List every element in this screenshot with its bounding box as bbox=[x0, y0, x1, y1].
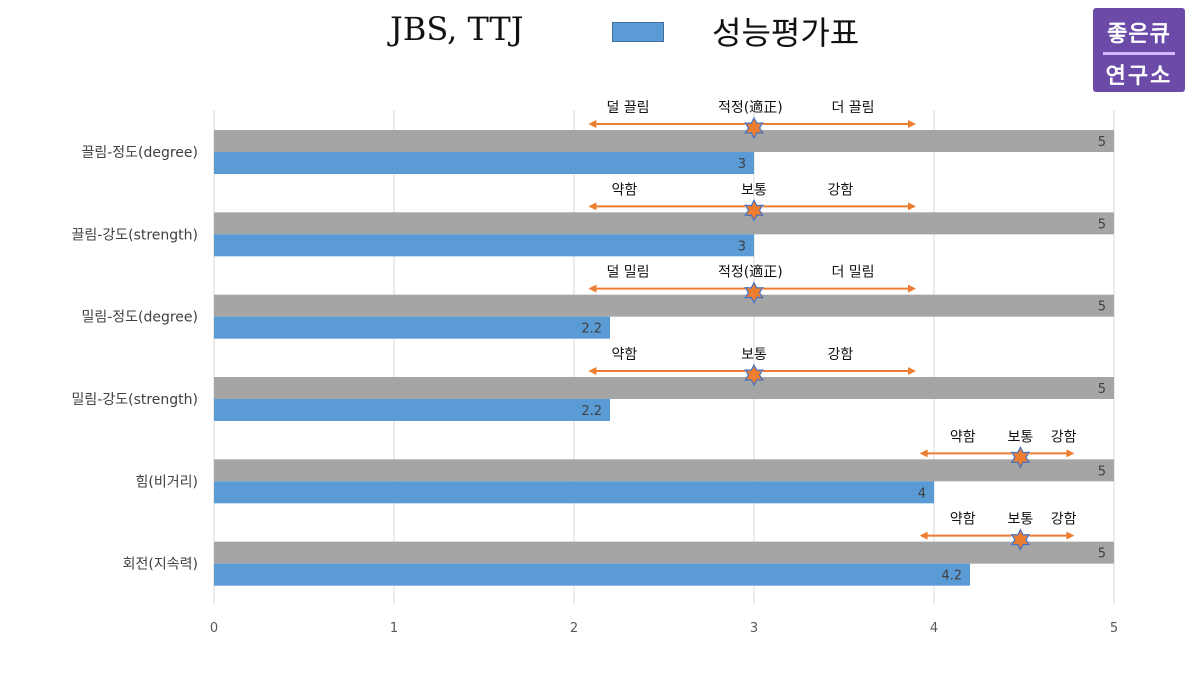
category-label: 밀림-정도(degree) bbox=[81, 310, 198, 326]
bar-blue bbox=[214, 152, 754, 174]
annotation-label: 강함 bbox=[1051, 512, 1077, 528]
x-tick-label: 1 bbox=[390, 621, 398, 636]
annotation-label: 강함 bbox=[1051, 429, 1077, 445]
annotation-label: 보통 bbox=[741, 347, 767, 363]
data-label-gray: 5 bbox=[1098, 135, 1106, 150]
x-tick-label: 3 bbox=[750, 621, 758, 636]
logo-divider bbox=[1103, 52, 1175, 55]
annotation-label: 약함 bbox=[612, 347, 638, 363]
arrow-head-left bbox=[588, 120, 597, 128]
arrow-head-right bbox=[1066, 449, 1075, 458]
category-label: 끌림-강도(strength) bbox=[72, 227, 198, 243]
x-tick-label: 0 bbox=[210, 621, 218, 636]
data-label-gray: 5 bbox=[1098, 382, 1106, 397]
annotation-label: 적정(適正) bbox=[718, 264, 783, 281]
annotation-label: 덜 밀림 bbox=[606, 265, 649, 281]
logo: 좋은큐 연구소 bbox=[1093, 8, 1185, 92]
category-label: 회전(지속력) bbox=[123, 557, 198, 573]
star-marker bbox=[744, 281, 764, 305]
data-label-blue: 4.2 bbox=[941, 569, 962, 584]
arrow-head-right bbox=[908, 202, 916, 211]
arrow-head-left bbox=[588, 202, 597, 211]
annotation-label: 보통 bbox=[1008, 512, 1034, 528]
star-marker bbox=[744, 116, 764, 140]
bar-blue bbox=[214, 481, 934, 504]
x-tick-label: 2 bbox=[570, 621, 578, 636]
data-label-blue: 3 bbox=[738, 239, 746, 254]
annotation-label: 적정(適正) bbox=[718, 99, 783, 116]
arrow-head-right bbox=[908, 367, 916, 375]
arrow-head-left bbox=[588, 284, 597, 293]
arrow-head-left bbox=[919, 449, 928, 458]
bar-gray bbox=[214, 212, 1114, 235]
annotation-label: 보통 bbox=[1008, 429, 1034, 445]
logo-line-1: 좋은큐 bbox=[1107, 22, 1171, 47]
data-label-blue: 2.2 bbox=[581, 404, 602, 419]
bar-blue bbox=[214, 563, 970, 586]
data-label-blue: 4 bbox=[918, 486, 926, 501]
data-label-blue: 2.2 bbox=[581, 322, 602, 337]
arrow-head-left bbox=[588, 367, 597, 375]
data-label-gray: 5 bbox=[1098, 547, 1106, 562]
annotation-label: 강함 bbox=[828, 347, 854, 363]
bar-gray bbox=[214, 541, 1114, 564]
bar-gray bbox=[214, 294, 1114, 317]
annotation-label: 더 밀림 bbox=[831, 265, 874, 281]
star-marker bbox=[744, 198, 764, 222]
star-marker bbox=[1010, 528, 1031, 552]
bar-gray bbox=[214, 459, 1114, 482]
data-label-gray: 5 bbox=[1098, 464, 1106, 479]
logo-line-2: 연구소 bbox=[1105, 64, 1173, 89]
annotation-label: 약함 bbox=[950, 429, 976, 445]
annotation-label: 강함 bbox=[828, 182, 854, 198]
bar-blue bbox=[214, 399, 610, 421]
annotation-label: 덜 끌림 bbox=[606, 100, 649, 116]
arrow-head-right bbox=[908, 284, 916, 293]
annotation-label: 보통 bbox=[741, 182, 767, 198]
annotation-label: 약함 bbox=[950, 512, 976, 528]
star-marker bbox=[744, 363, 764, 387]
data-label-blue: 3 bbox=[738, 157, 746, 172]
star-marker bbox=[1010, 445, 1031, 469]
annotation-label: 더 끌림 bbox=[831, 100, 874, 116]
category-label: 밀림-강도(strength) bbox=[72, 392, 198, 408]
chart-title-right: 성능평가표 bbox=[712, 14, 860, 52]
data-label-gray: 5 bbox=[1098, 217, 1106, 232]
category-label: 힘(비거리) bbox=[136, 474, 198, 490]
x-tick-label: 5 bbox=[1110, 621, 1118, 636]
bar-blue bbox=[214, 234, 754, 257]
annotation-label: 약함 bbox=[612, 182, 638, 198]
bar-gray bbox=[214, 130, 1114, 152]
arrow-head-left bbox=[919, 531, 928, 540]
arrow-head-right bbox=[1066, 531, 1075, 540]
bar-blue bbox=[214, 316, 610, 339]
arrow-head-right bbox=[908, 120, 916, 128]
legend-swatch bbox=[612, 22, 664, 42]
bar-gray bbox=[214, 377, 1114, 399]
category-label: 끌림-정도(degree) bbox=[81, 145, 198, 161]
chart-title-left: JBS, TTJ bbox=[390, 10, 524, 48]
data-label-gray: 5 bbox=[1098, 300, 1106, 315]
x-tick-label: 4 bbox=[930, 621, 938, 636]
